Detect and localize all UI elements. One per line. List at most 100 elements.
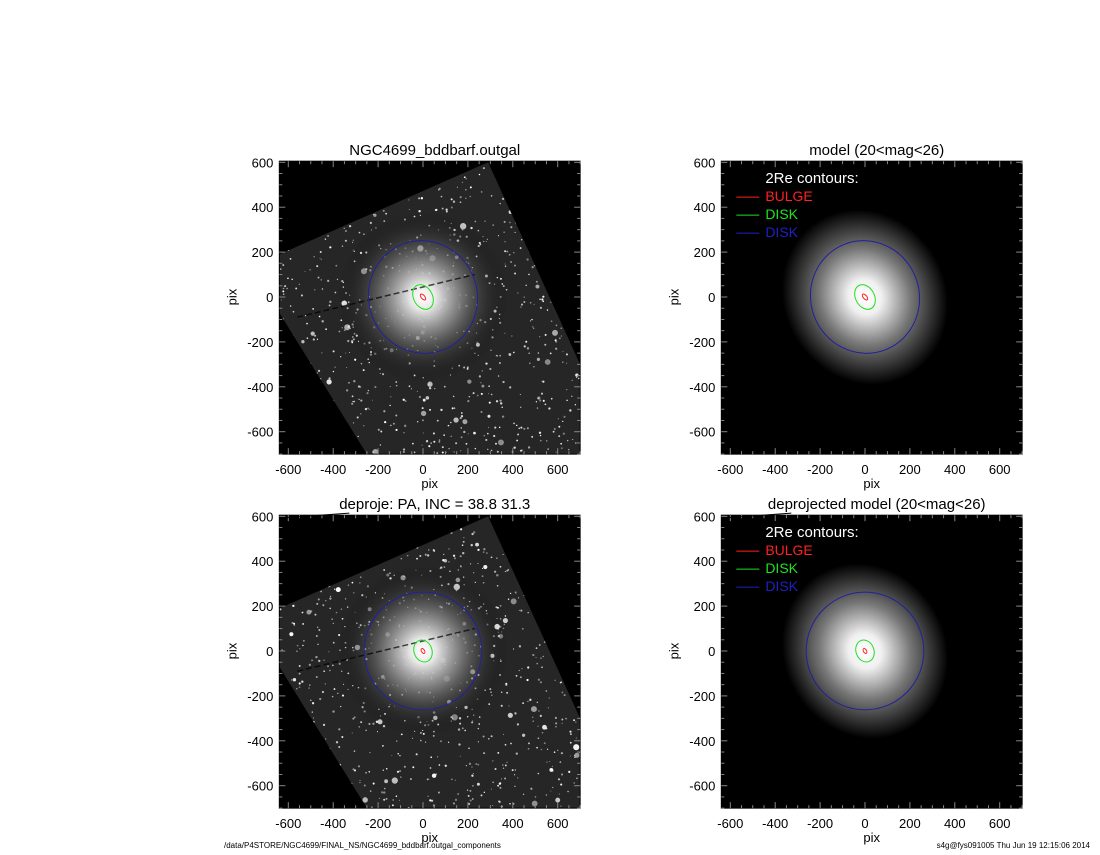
star bbox=[435, 773, 437, 775]
star bbox=[359, 582, 361, 584]
star bbox=[465, 188, 467, 191]
star bbox=[390, 424, 392, 427]
star bbox=[551, 770, 554, 772]
star bbox=[517, 777, 519, 779]
legend: 2Re contours:BULGE DISK DISK bbox=[736, 524, 859, 594]
star bbox=[527, 747, 530, 750]
x-tick-label: -400 bbox=[762, 816, 788, 831]
star bbox=[438, 440, 441, 443]
star bbox=[490, 449, 493, 452]
star bbox=[305, 315, 307, 317]
star bbox=[295, 287, 298, 290]
star bbox=[496, 557, 498, 559]
star bbox=[317, 369, 321, 373]
star bbox=[391, 777, 398, 784]
star bbox=[512, 648, 515, 650]
star bbox=[321, 320, 324, 323]
star bbox=[494, 426, 497, 429]
star bbox=[516, 723, 520, 726]
star bbox=[469, 195, 472, 198]
legend-title: 2Re contours: bbox=[765, 524, 858, 541]
star bbox=[461, 544, 464, 547]
star bbox=[418, 197, 421, 200]
star bbox=[392, 799, 394, 801]
star bbox=[417, 421, 419, 423]
contour-bulge bbox=[862, 648, 868, 654]
star bbox=[546, 761, 548, 763]
star bbox=[465, 442, 468, 445]
panel-title: deproje: PA, INC = 38.8 31.3 bbox=[339, 496, 530, 513]
star bbox=[536, 746, 538, 749]
star bbox=[506, 691, 509, 694]
y-tick-label: -200 bbox=[247, 689, 273, 704]
star bbox=[508, 705, 510, 707]
star bbox=[403, 765, 406, 768]
star bbox=[341, 736, 344, 739]
star bbox=[500, 402, 503, 405]
star bbox=[351, 581, 354, 584]
star bbox=[541, 380, 543, 382]
star bbox=[573, 782, 575, 784]
star bbox=[320, 590, 322, 593]
star bbox=[400, 733, 403, 736]
star bbox=[547, 448, 549, 450]
star bbox=[474, 220, 477, 223]
footer-path: /data/P4STORE/NGC4699/FINAL_NS/NGC4699_b… bbox=[224, 841, 501, 850]
star bbox=[558, 337, 561, 340]
star bbox=[490, 556, 493, 559]
star bbox=[532, 326, 534, 328]
star bbox=[426, 554, 430, 557]
star bbox=[362, 797, 368, 803]
star bbox=[316, 338, 319, 341]
star bbox=[352, 768, 355, 771]
star bbox=[448, 447, 450, 450]
y-axis-label: pix bbox=[666, 288, 681, 305]
star bbox=[501, 691, 503, 693]
star bbox=[395, 414, 398, 417]
star bbox=[357, 385, 361, 388]
star bbox=[533, 365, 535, 368]
legend: 2Re contours:BULGE DISK DISK bbox=[736, 170, 859, 240]
star bbox=[291, 621, 294, 624]
galaxy-glow bbox=[337, 211, 509, 383]
x-tick-label: -200 bbox=[807, 816, 833, 831]
star bbox=[328, 304, 331, 307]
star bbox=[513, 422, 515, 425]
star bbox=[301, 680, 304, 683]
star bbox=[435, 208, 438, 212]
star bbox=[322, 723, 326, 727]
star bbox=[576, 777, 578, 779]
star bbox=[504, 615, 507, 617]
star bbox=[478, 375, 482, 378]
star bbox=[529, 698, 532, 702]
edge-sliver bbox=[279, 512, 350, 519]
star bbox=[314, 334, 317, 337]
star bbox=[499, 604, 502, 607]
star bbox=[504, 265, 507, 268]
star bbox=[522, 793, 525, 795]
star bbox=[551, 765, 553, 767]
star bbox=[334, 588, 336, 590]
star bbox=[374, 385, 377, 389]
star bbox=[469, 186, 472, 189]
star bbox=[514, 769, 516, 771]
star bbox=[367, 389, 370, 392]
star bbox=[477, 229, 480, 232]
star bbox=[475, 763, 478, 765]
star bbox=[507, 712, 513, 718]
x-tick-label: 400 bbox=[944, 816, 966, 831]
star bbox=[527, 666, 530, 669]
star bbox=[424, 741, 427, 743]
star bbox=[283, 293, 285, 295]
star bbox=[532, 720, 534, 722]
star bbox=[404, 400, 407, 402]
x-tick-label: -600 bbox=[275, 816, 301, 831]
x-tick-label: 0 bbox=[419, 462, 426, 477]
y-tick-label: 400 bbox=[252, 554, 274, 569]
star bbox=[471, 721, 474, 724]
star bbox=[322, 604, 325, 607]
star bbox=[320, 258, 322, 260]
star bbox=[471, 774, 474, 777]
star bbox=[325, 328, 327, 331]
star bbox=[517, 292, 519, 294]
